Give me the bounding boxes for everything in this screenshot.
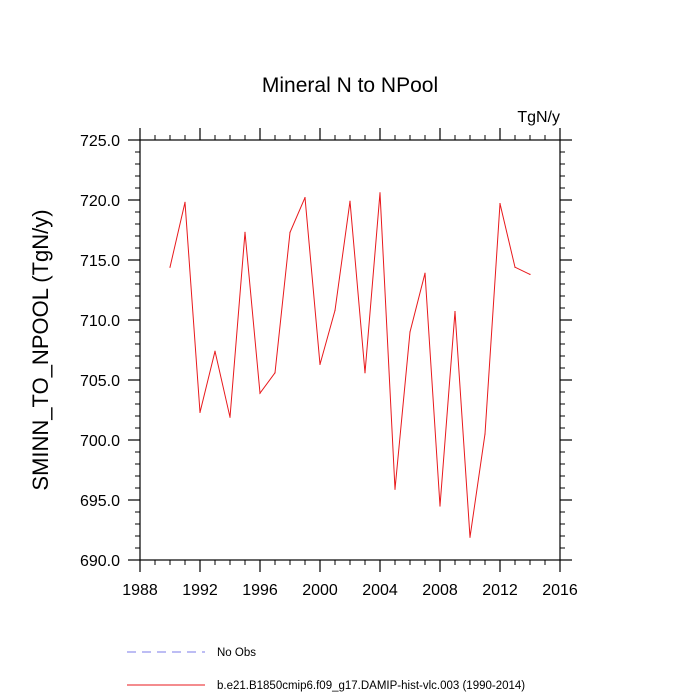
data-point: [199, 411, 201, 413]
data-point: [229, 416, 231, 418]
legend-label: b.e21.B1850cmip6.f09_g17.DAMIP-hist-vlc.…: [217, 680, 525, 692]
y-tick-label: 695.0: [80, 493, 120, 510]
data-point: [259, 392, 261, 394]
y-tick-label: 720.0: [80, 193, 120, 210]
data-point: [214, 350, 216, 352]
y-tick-label: 705.0: [80, 373, 120, 390]
y-tick-label: 710.0: [80, 313, 120, 330]
y-axis-label: SMINN_TO_NPOOL (TgN/y): [28, 209, 53, 490]
units-label: TgN/y: [517, 109, 560, 126]
data-point: [289, 231, 291, 233]
data-point: [379, 192, 381, 194]
x-tick-label: 1996: [242, 582, 278, 599]
y-tick-label: 715.0: [80, 253, 120, 270]
data-point: [304, 197, 306, 199]
data-point: [424, 272, 426, 274]
data-point: [529, 273, 531, 275]
data-point: [484, 433, 486, 435]
legend-label: No Obs: [217, 647, 256, 659]
data-point: [274, 372, 276, 374]
x-tick-label: 2000: [302, 582, 338, 599]
data-point: [334, 309, 336, 311]
data-point: [514, 266, 516, 268]
x-tick-label: 1988: [122, 582, 158, 599]
data-point: [184, 201, 186, 203]
minor-ticks: [135, 135, 565, 565]
data-point: [439, 505, 441, 507]
y-tick-label: 725.0: [80, 133, 120, 150]
data-point: [469, 536, 471, 538]
data-point: [169, 266, 171, 268]
series-layer: [169, 192, 531, 538]
x-tick-label: 2016: [542, 582, 578, 599]
data-point: [364, 372, 366, 374]
data-point: [454, 311, 456, 313]
tick-labels: 1988 1992 1996 2000 2004 2008 2012 2016 690.0 695…: [80, 133, 578, 599]
x-tick-label: 2004: [362, 582, 398, 599]
chart-title: Mineral N to NPool: [262, 74, 438, 97]
data-point: [499, 203, 501, 205]
data-point: [349, 200, 351, 202]
y-tick-label: 690.0: [80, 553, 120, 570]
series-line: [169, 192, 531, 538]
data-point: [394, 488, 396, 490]
major-ticks: [128, 128, 572, 572]
plot-frame: [139, 139, 561, 561]
data-point: [244, 231, 246, 233]
data-point: [319, 363, 321, 365]
data-point: [409, 331, 411, 333]
legend: No Obs b.e21.B1850cmip6.f09_g17.DAMIP-his…: [127, 647, 525, 692]
x-tick-label: 1992: [182, 582, 218, 599]
x-tick-label: 2008: [422, 582, 458, 599]
y-tick-label: 700.0: [80, 433, 120, 450]
x-tick-label: 2012: [482, 582, 518, 599]
